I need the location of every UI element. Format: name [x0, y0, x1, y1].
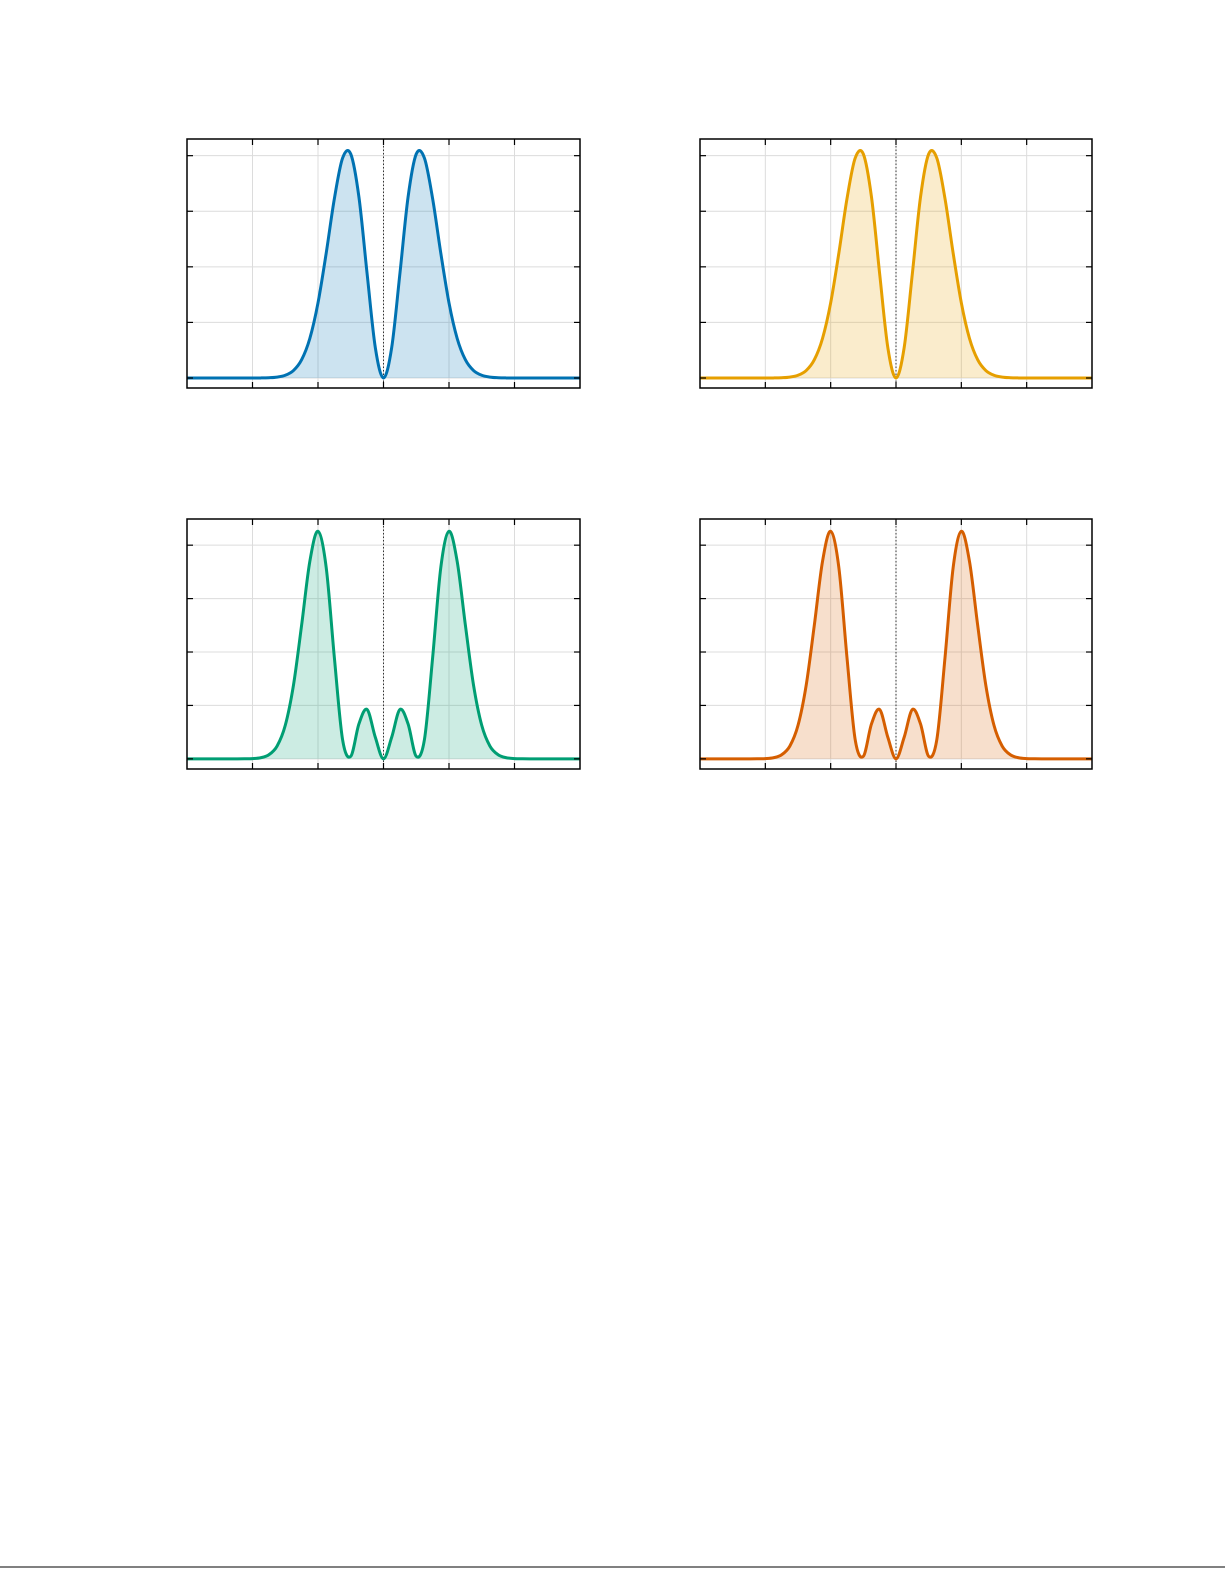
plot-frame [699, 518, 1093, 770]
plot-frame [186, 138, 581, 389]
plot-frame [699, 138, 1093, 389]
line [700, 529, 1092, 761]
line [187, 529, 580, 761]
line [187, 148, 580, 380]
plot-frame [186, 518, 581, 770]
line [700, 148, 1092, 380]
